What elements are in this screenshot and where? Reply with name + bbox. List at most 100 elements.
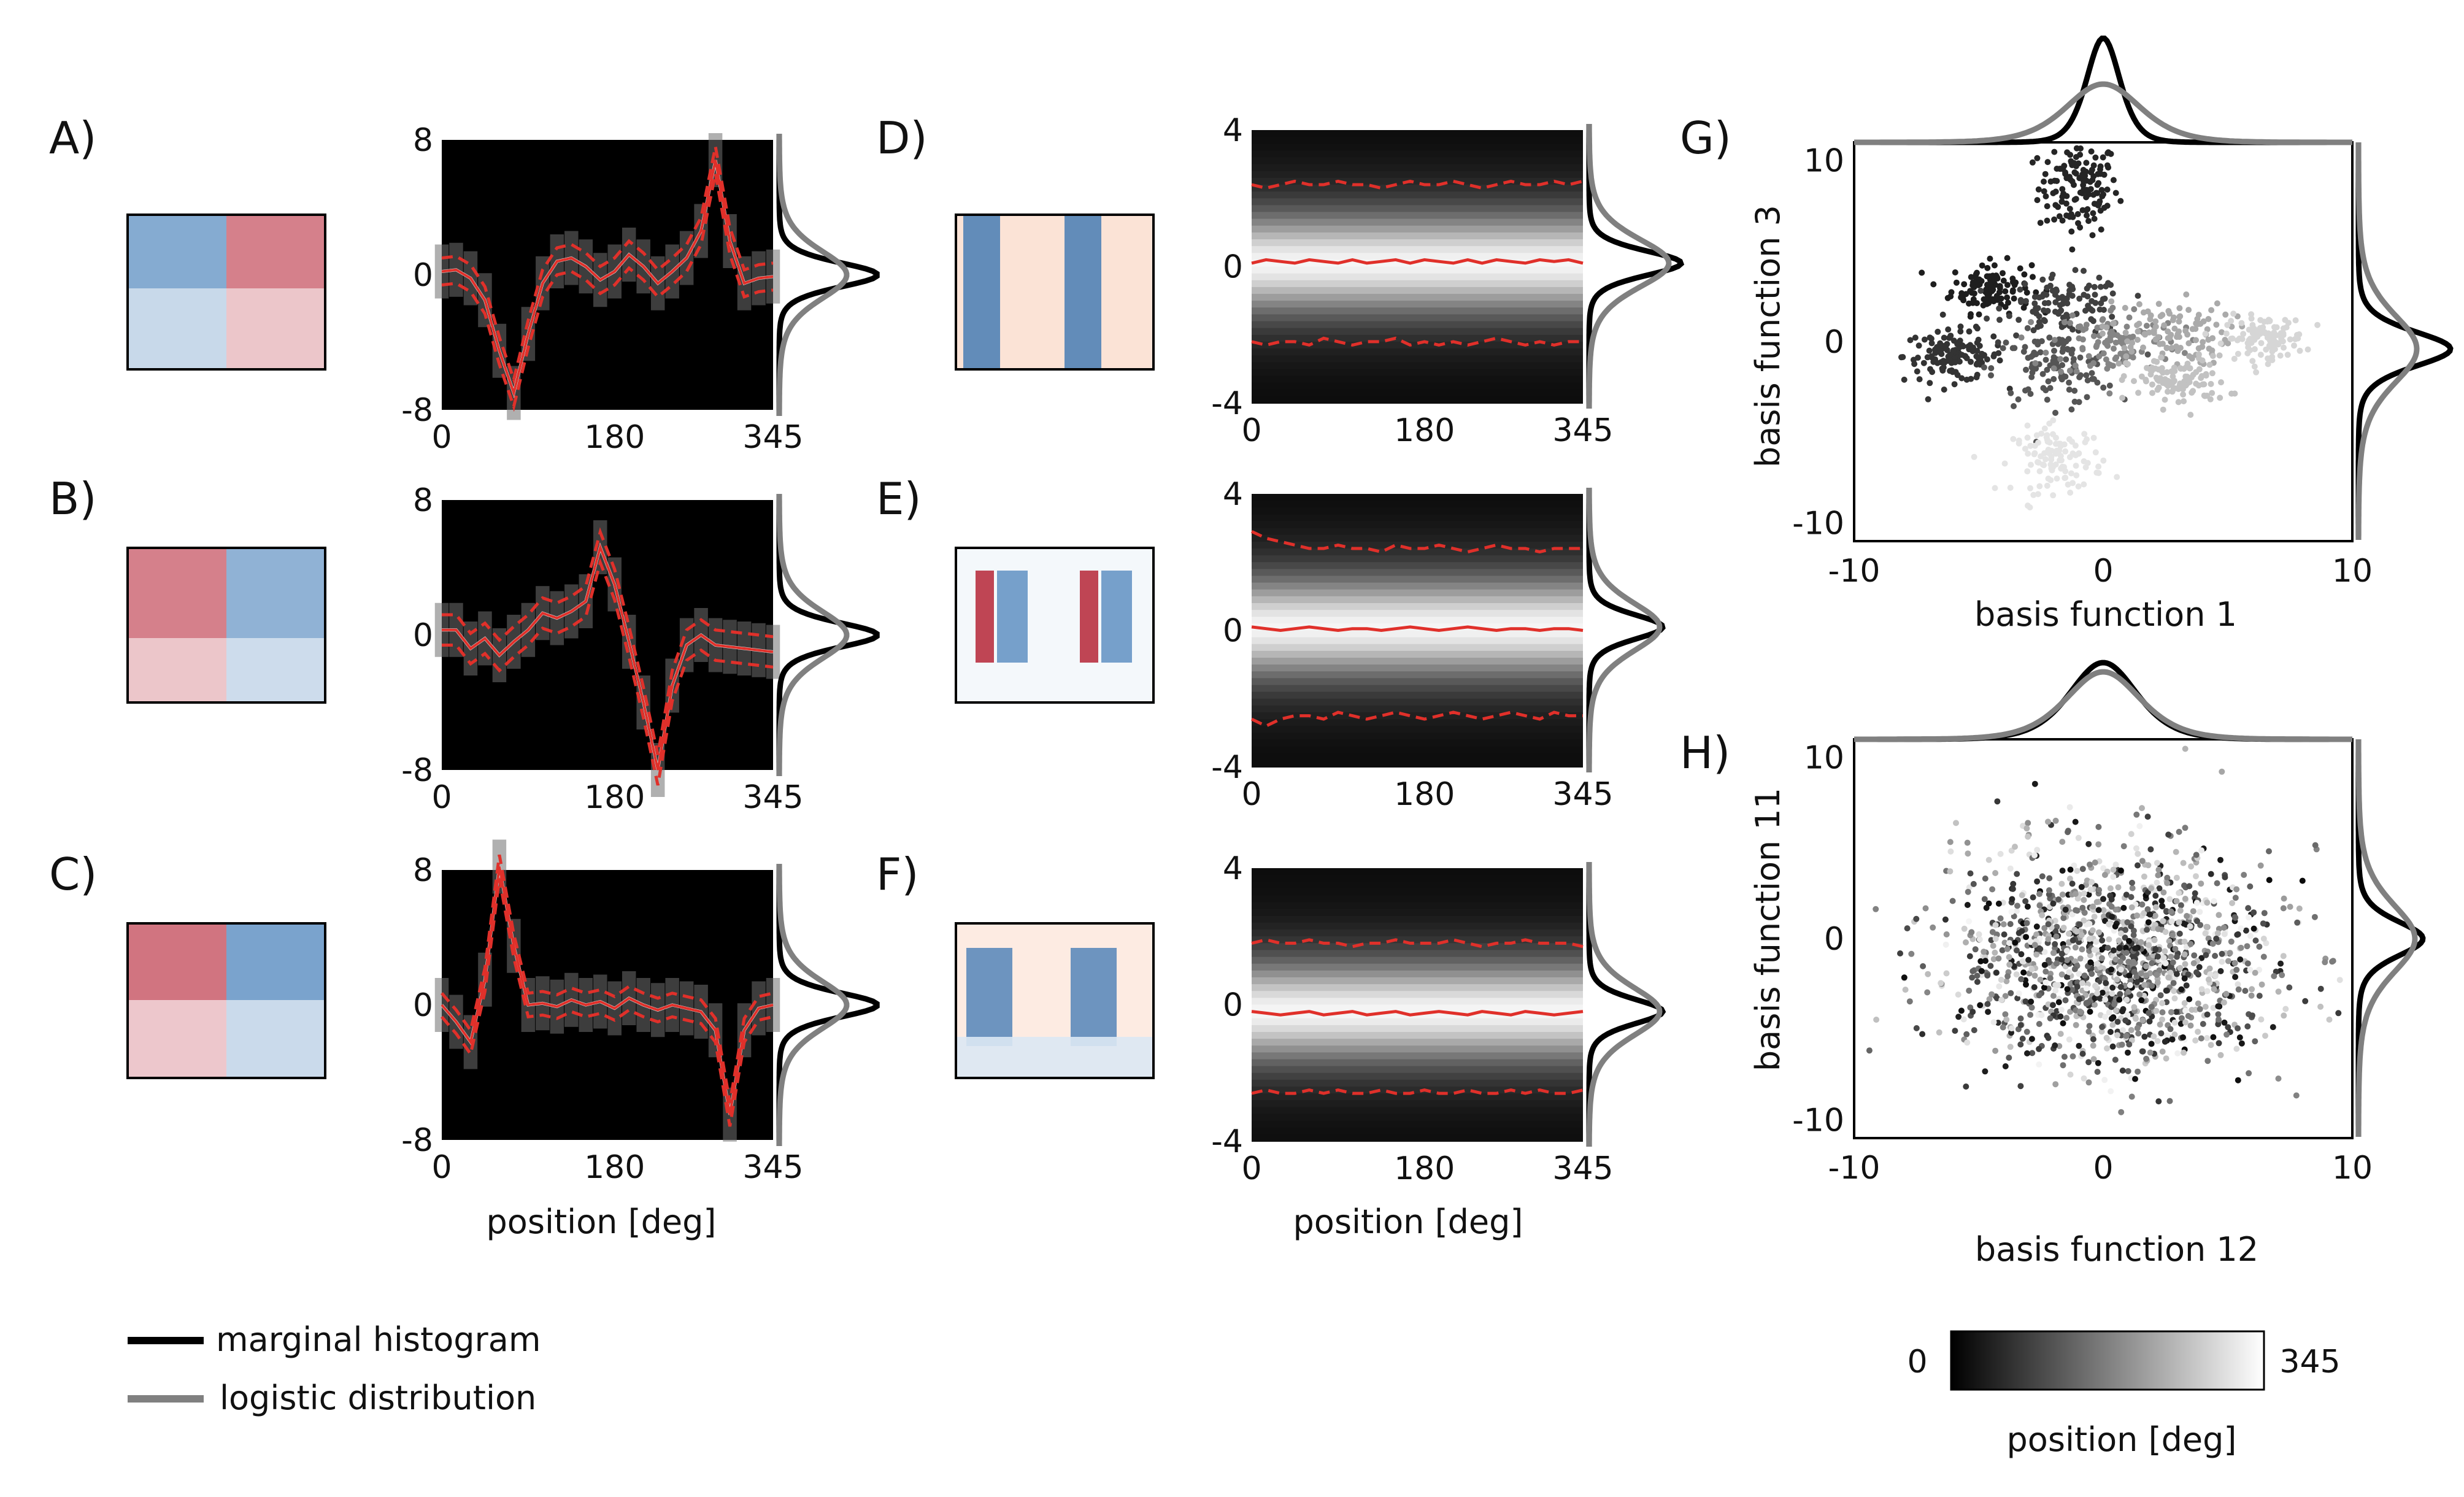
data-point [1984,972,1991,979]
density-band [1252,369,1583,377]
density-band [1252,760,1583,768]
data-point [2085,282,2092,289]
data-point [2168,1009,2174,1015]
data-point [2271,332,2277,339]
data-point [2119,1068,2126,1074]
data-point [2081,917,2087,924]
data-point [2004,282,2011,288]
data-point [2182,896,2189,902]
data-point [2147,371,2154,378]
data-point [2249,358,2256,364]
data-point [2102,996,2109,1003]
data-point [2023,825,2030,832]
data-point [2103,283,2109,290]
data-point [2085,841,2092,847]
data-point [2285,320,2292,326]
data-point [2063,175,2070,182]
data-point [2153,1007,2160,1014]
data-point [2159,1049,2166,1055]
data-point [2138,939,2144,945]
data-point [2051,148,2058,155]
y-tick-label: 4 [1223,850,1243,887]
data-point [2225,958,2231,964]
density-band [1252,658,1583,666]
density-band [1252,882,1583,890]
data-point [1953,279,1960,286]
data-point [1949,367,1955,374]
data-point [2186,379,2193,385]
data-point [2163,1055,2169,1062]
density-band [1252,294,1583,302]
data-point [1970,296,1977,302]
data-point [2059,193,2066,200]
data-point [1992,870,1999,876]
data-point [2025,355,2031,361]
data-point [2119,1041,2125,1048]
data-point [1941,334,1947,341]
density-band [1252,733,1583,741]
data-point [2000,1024,2006,1031]
data-point [2109,331,2116,338]
data-point [2143,972,2149,979]
panel-label-d: D) [876,112,928,164]
data-point [2052,450,2059,457]
data-point [2095,823,2102,830]
data-point [2057,1031,2064,1037]
data-point [2128,1093,2135,1100]
data-point [2235,1077,2241,1083]
data-point [2156,885,2163,891]
data-point [2277,960,2284,967]
data-point [1960,1016,1967,1023]
data-point [2089,370,2095,377]
data-point [2212,953,2219,959]
heat-cell [766,249,780,304]
data-point [2144,906,2151,912]
basis-image-c [126,922,326,1079]
data-point [2117,350,2124,357]
data-point [2060,1062,2066,1069]
data-point [2079,1050,2086,1057]
chart-e: 40-40 180 345 [1211,476,1666,813]
data-point [2269,348,2276,355]
y-tick-label: 10 [1804,143,1844,180]
data-point [2329,958,2336,965]
x-tick-label: 180 [1394,1150,1455,1187]
data-point [1992,922,1999,928]
data-point [2256,944,2263,950]
data-point [2042,171,2049,177]
data-point [1982,875,1989,882]
data-point [2194,918,2200,925]
data-point [2123,891,2130,898]
data-point [1970,880,1977,887]
data-point [2095,907,2102,914]
data-point [2217,340,2224,347]
data-point [2089,307,2096,314]
data-point [2036,891,2042,898]
data-point [2208,380,2214,387]
data-point [2015,990,2022,997]
data-point [2052,987,2059,994]
data-point [2217,394,2223,401]
data-point [2076,921,2083,928]
data-point [2047,971,2054,977]
data-point [2171,995,2178,1002]
x-tick-label: 345 [742,419,803,456]
data-point [2081,890,2087,897]
density-band [1252,746,1583,754]
data-point [2215,1021,2222,1028]
data-point [2028,998,2035,1005]
data-point [1989,991,1995,998]
upper-bound-line [441,854,774,1103]
data-point [1966,918,1973,925]
data-point [1927,380,1933,387]
chart-d: 40-40 180 345 [1211,112,1685,449]
data-point [2154,1037,2161,1044]
data-point [2235,981,2241,988]
data-point [2069,911,2076,918]
data-point [2031,852,2038,858]
density-band [1252,1072,1583,1080]
data-point [2271,973,2277,979]
data-point [2163,987,2169,994]
data-point [2094,1069,2101,1075]
x-tick-label: 180 [1394,776,1455,813]
